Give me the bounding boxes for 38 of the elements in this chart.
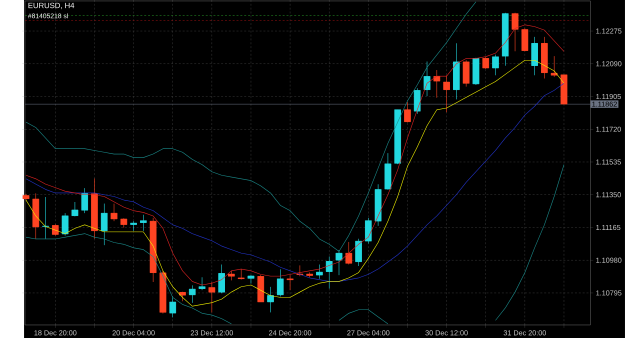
candlestick xyxy=(531,36,538,76)
candlestick xyxy=(433,69,440,98)
candlestick xyxy=(179,291,186,302)
candlestick xyxy=(267,286,274,312)
candlestick xyxy=(326,256,333,289)
candlestick xyxy=(276,268,284,297)
candlestick xyxy=(521,28,528,52)
candlestick xyxy=(130,220,137,231)
candlestick xyxy=(110,203,118,222)
candlestick xyxy=(188,284,196,303)
candlestick xyxy=(169,296,176,318)
candlestick xyxy=(42,196,49,239)
candlestick xyxy=(100,203,108,246)
candlestick xyxy=(198,276,206,290)
candlestick xyxy=(228,270,235,280)
candlestick xyxy=(81,188,88,214)
candlestick xyxy=(364,217,372,244)
candlestick xyxy=(414,88,421,114)
candlestick xyxy=(404,101,411,123)
candlestick xyxy=(345,241,352,265)
candlestick xyxy=(355,238,362,266)
candlestick xyxy=(316,264,323,279)
candlestick xyxy=(72,201,78,216)
candlestick xyxy=(512,12,518,52)
candlestick xyxy=(336,249,342,276)
candlestick xyxy=(550,56,558,77)
candlestick xyxy=(286,274,294,290)
candlestick xyxy=(238,268,245,280)
candlestick xyxy=(208,281,216,312)
candlestick xyxy=(462,60,470,87)
candlestick xyxy=(62,212,68,236)
candlestick xyxy=(140,214,147,231)
candlestick xyxy=(492,54,499,76)
candlestick xyxy=(443,74,450,112)
candlestick xyxy=(248,274,254,284)
candlestick xyxy=(424,60,430,96)
candlestick xyxy=(218,264,225,294)
candlestick xyxy=(482,56,490,69)
